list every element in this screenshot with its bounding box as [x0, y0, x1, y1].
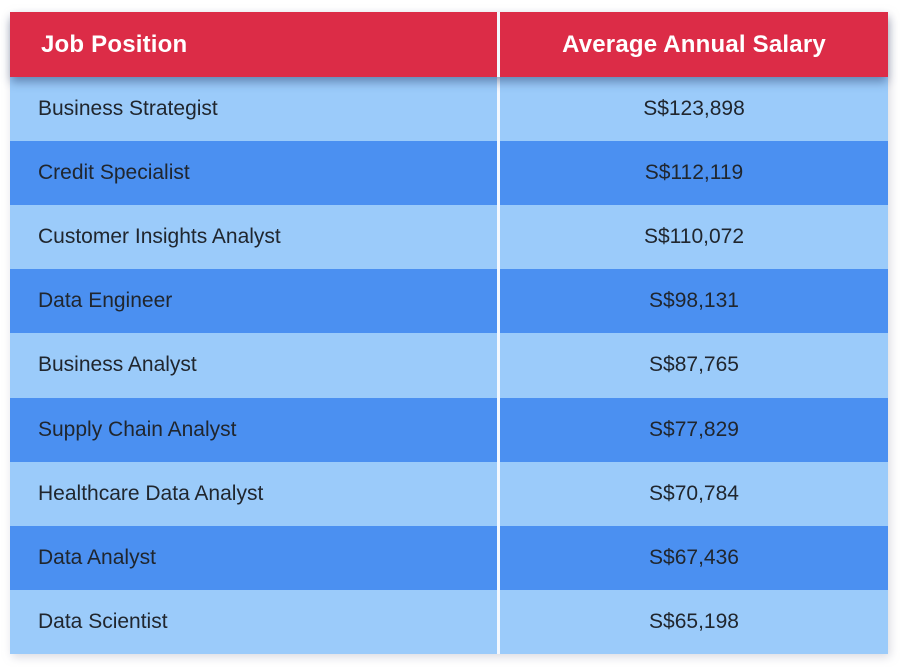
position-cell: Data Engineer: [10, 269, 497, 334]
table-row: Healthcare Data Analyst S$70,784: [10, 461, 888, 526]
position-cell: Supply Chain Analyst: [10, 397, 497, 462]
salary-cell: S$70,784: [500, 461, 888, 526]
position-cell: Healthcare Data Analyst: [10, 461, 497, 526]
table-row: Data Engineer S$98,131: [10, 269, 888, 334]
table-row: Customer Insights Analyst S$110,072: [10, 205, 888, 270]
table-row: Credit Specialist S$112,119: [10, 141, 888, 206]
salary-cell: S$112,119: [500, 141, 888, 206]
position-cell: Customer Insights Analyst: [10, 205, 497, 270]
table-row: Data Analyst S$67,436: [10, 525, 888, 590]
position-cell: Business Strategist: [10, 77, 497, 142]
position-cell: Data Analyst: [10, 525, 497, 590]
table-row: Data Scientist S$65,198: [10, 589, 888, 654]
salary-cell: S$67,436: [500, 525, 888, 590]
position-cell: Data Scientist: [10, 589, 497, 654]
salary-cell: S$87,765: [500, 333, 888, 398]
table-row: Supply Chain Analyst S$77,829: [10, 397, 888, 462]
salary-table: Job Position Average Annual Salary Busin…: [10, 12, 888, 654]
salary-cell: S$77,829: [500, 397, 888, 462]
table-header-row: Job Position Average Annual Salary: [10, 12, 888, 77]
header-average-annual-salary: Average Annual Salary: [500, 12, 888, 77]
position-cell: Credit Specialist: [10, 141, 497, 206]
salary-cell: S$65,198: [500, 589, 888, 654]
salary-cell: S$98,131: [500, 269, 888, 334]
salary-cell: S$110,072: [500, 205, 888, 270]
position-cell: Business Analyst: [10, 333, 497, 398]
header-job-position: Job Position: [10, 12, 497, 77]
table-row: Business Strategist S$123,898: [10, 77, 888, 142]
table-row: Business Analyst S$87,765: [10, 333, 888, 398]
salary-cell: S$123,898: [500, 77, 888, 142]
